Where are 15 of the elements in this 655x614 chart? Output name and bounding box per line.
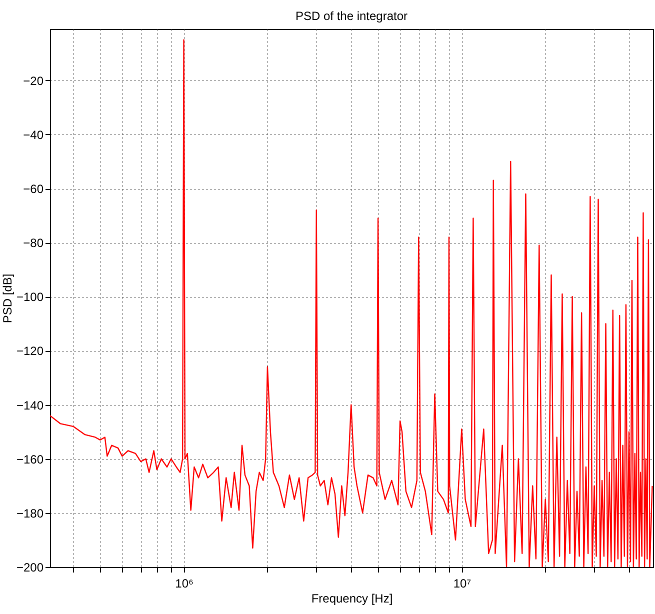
x-tick-label: 10⁶ bbox=[175, 576, 194, 590]
y-tick-label: −60 bbox=[23, 182, 44, 196]
y-tick-label: −40 bbox=[23, 128, 44, 142]
y-tick-label: −200 bbox=[16, 560, 44, 574]
y-tick-label: −120 bbox=[16, 344, 44, 358]
y-tick-label: −80 bbox=[23, 236, 44, 250]
chart-title: PSD of the integrator bbox=[295, 9, 408, 23]
x-tick-label: 10⁷ bbox=[453, 576, 472, 590]
x-axis-title: Frequency [Hz] bbox=[311, 592, 393, 606]
y-tick-label: −160 bbox=[16, 452, 44, 466]
y-tick-label: −140 bbox=[16, 398, 44, 412]
y-tick-label: −100 bbox=[16, 290, 44, 304]
y-tick-label: −180 bbox=[16, 506, 44, 520]
y-axis-title: PSD [dB] bbox=[0, 274, 14, 324]
y-tick-label: −20 bbox=[23, 74, 44, 88]
